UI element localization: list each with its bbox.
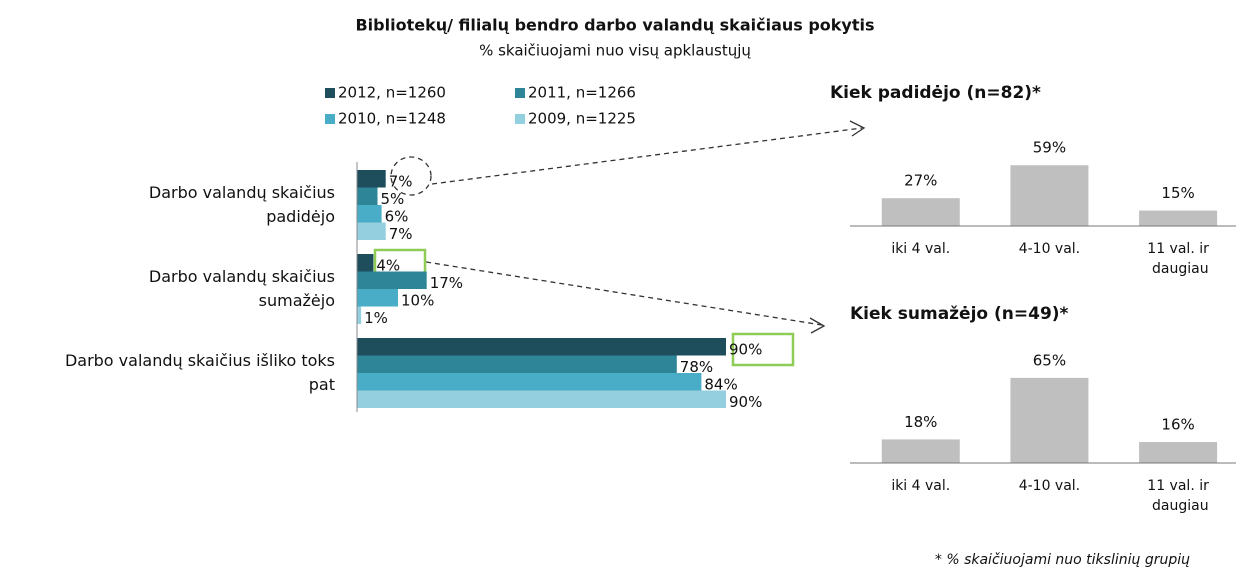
value-label: 6% [385,207,409,225]
arrow [425,261,823,326]
value-label: 4% [376,256,400,274]
bar [357,373,702,391]
legend-label: 2009, n=1225 [528,110,636,128]
bar [357,306,362,324]
bar [357,205,382,223]
legend-swatch [325,114,335,124]
value-label: 17% [430,274,463,292]
bar [357,289,398,307]
value-label: 5% [381,190,405,208]
arrow-head [809,317,826,334]
value-label: 18% [904,413,937,431]
bar [357,254,374,272]
value-label: 90% [729,393,762,411]
bar [881,198,960,226]
highlight-box [731,332,795,367]
bar [1139,442,1218,463]
legend-label: 2011, n=1266 [528,84,636,102]
x-tick-label: 4-10 val. [1019,241,1080,257]
value-label: 65% [1033,351,1066,369]
legend-label: 2010, n=1248 [338,110,446,128]
value-label: 84% [704,375,737,393]
footnote: * % skaičiuojami nuo tikslinių grupių [935,552,1190,568]
bar [357,390,726,408]
legend-swatch [515,114,525,124]
annotations [390,127,863,326]
value-label: 78% [680,358,713,376]
value-label: 1% [364,309,388,327]
bar [357,187,378,205]
arrow-head [849,120,866,137]
subchart-title: Kiek padidėjo (n=82)* [830,83,1041,103]
bar [357,338,726,356]
value-label: 10% [401,291,434,309]
bar [357,271,427,289]
arrow [431,127,863,185]
x-tick-label: iki 4 val. [891,241,950,257]
legend-label: 2012, n=1260 [338,84,446,102]
bar [1010,165,1089,226]
value-label: 27% [904,172,937,190]
bar [1010,377,1089,463]
subchart-title: Kiek sumažėjo (n=49)* [850,304,1069,324]
y-tick-label: Darbo valandų skaičius sumažėjo [149,267,335,310]
x-tick-label: iki 4 val. [891,478,950,494]
value-label: 59% [1033,139,1066,157]
value-label: 90% [729,340,762,358]
value-label: 7% [389,225,413,243]
bar [357,222,386,240]
highlight-circle [390,156,432,196]
legend-swatch [325,88,335,98]
x-tick-label: 11 val. ir daugiau [1147,478,1209,514]
chart-subtitle: % skaičiuojami nuo visų apklaustųjų [479,42,751,60]
x-tick-label: 11 val. ir daugiau [1147,241,1209,277]
x-tick-label: 4-10 val. [1019,478,1080,494]
bar [881,439,960,463]
value-label: 16% [1161,416,1194,434]
value-label: 7% [389,172,413,190]
legend-swatch [515,88,525,98]
y-tick-label: Darbo valandų skaičius išliko toks pat [65,351,335,394]
chart-title: Bibliotekų/ filialų bendro darbo valandų… [355,16,874,35]
value-label: 15% [1161,184,1194,202]
bar [357,170,386,188]
bar [357,355,677,373]
y-tick-label: Darbo valandų skaičius padidėjo [149,183,335,226]
bar [1139,210,1218,226]
